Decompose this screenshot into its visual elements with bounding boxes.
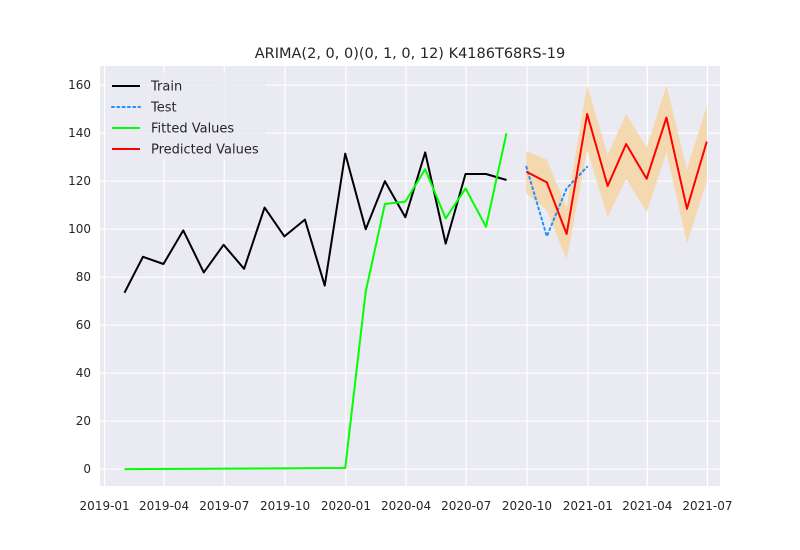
chart-title: ARIMA(2, 0, 0)(0, 1, 0, 12) K4186T68RS-1… <box>255 46 566 62</box>
legend-box <box>106 72 266 160</box>
x-tick-label: 2019-10 <box>260 499 310 513</box>
y-tick-label: 100 <box>68 222 91 236</box>
x-tick-label: 2021-07 <box>682 499 732 513</box>
legend-label: Test <box>150 101 177 116</box>
x-tick-label: 2021-04 <box>622 499 672 513</box>
y-tick-label: 140 <box>68 126 91 140</box>
x-tick-label: 2019-01 <box>80 499 130 513</box>
y-tick-label: 80 <box>76 270 91 284</box>
y-tick-label: 0 <box>83 462 91 476</box>
series-line-train <box>123 151 507 294</box>
x-tick-label: 2020-04 <box>381 499 431 513</box>
y-tick-label: 60 <box>76 318 91 332</box>
y-tick-label: 20 <box>76 414 91 428</box>
legend-label: Fitted Values <box>151 122 234 137</box>
x-tick-label: 2021-01 <box>563 499 613 513</box>
x-tick-label: 2019-07 <box>199 499 249 513</box>
y-tick-label: 120 <box>68 174 91 188</box>
legend: Train Test Fitted Values Predicted Values <box>106 72 266 160</box>
series-line-predicted-values <box>525 113 708 235</box>
legend-label: Predicted Values <box>151 143 259 158</box>
x-tick-label: 2020-01 <box>321 499 371 513</box>
confidence-interval-area <box>526 85 707 261</box>
y-tick-label: 40 <box>76 366 91 380</box>
x-tick-label: 2020-10 <box>502 499 552 513</box>
x-tick-label: 2019-04 <box>139 499 189 513</box>
series-line-fitted-values <box>124 132 508 471</box>
y-tick-label: 160 <box>68 78 91 92</box>
x-tick-label: 2020-07 <box>441 499 491 513</box>
y-axis-ticks: 0 20 40 60 80 100 120 140 160 <box>68 78 91 476</box>
series-lines <box>123 113 708 471</box>
legend-label: Train <box>150 80 182 95</box>
x-axis-ticks: 2019-01 2019-04 2019-07 2019-10 2020-01 2020-… <box>80 499 733 513</box>
confidence-band <box>526 85 707 261</box>
